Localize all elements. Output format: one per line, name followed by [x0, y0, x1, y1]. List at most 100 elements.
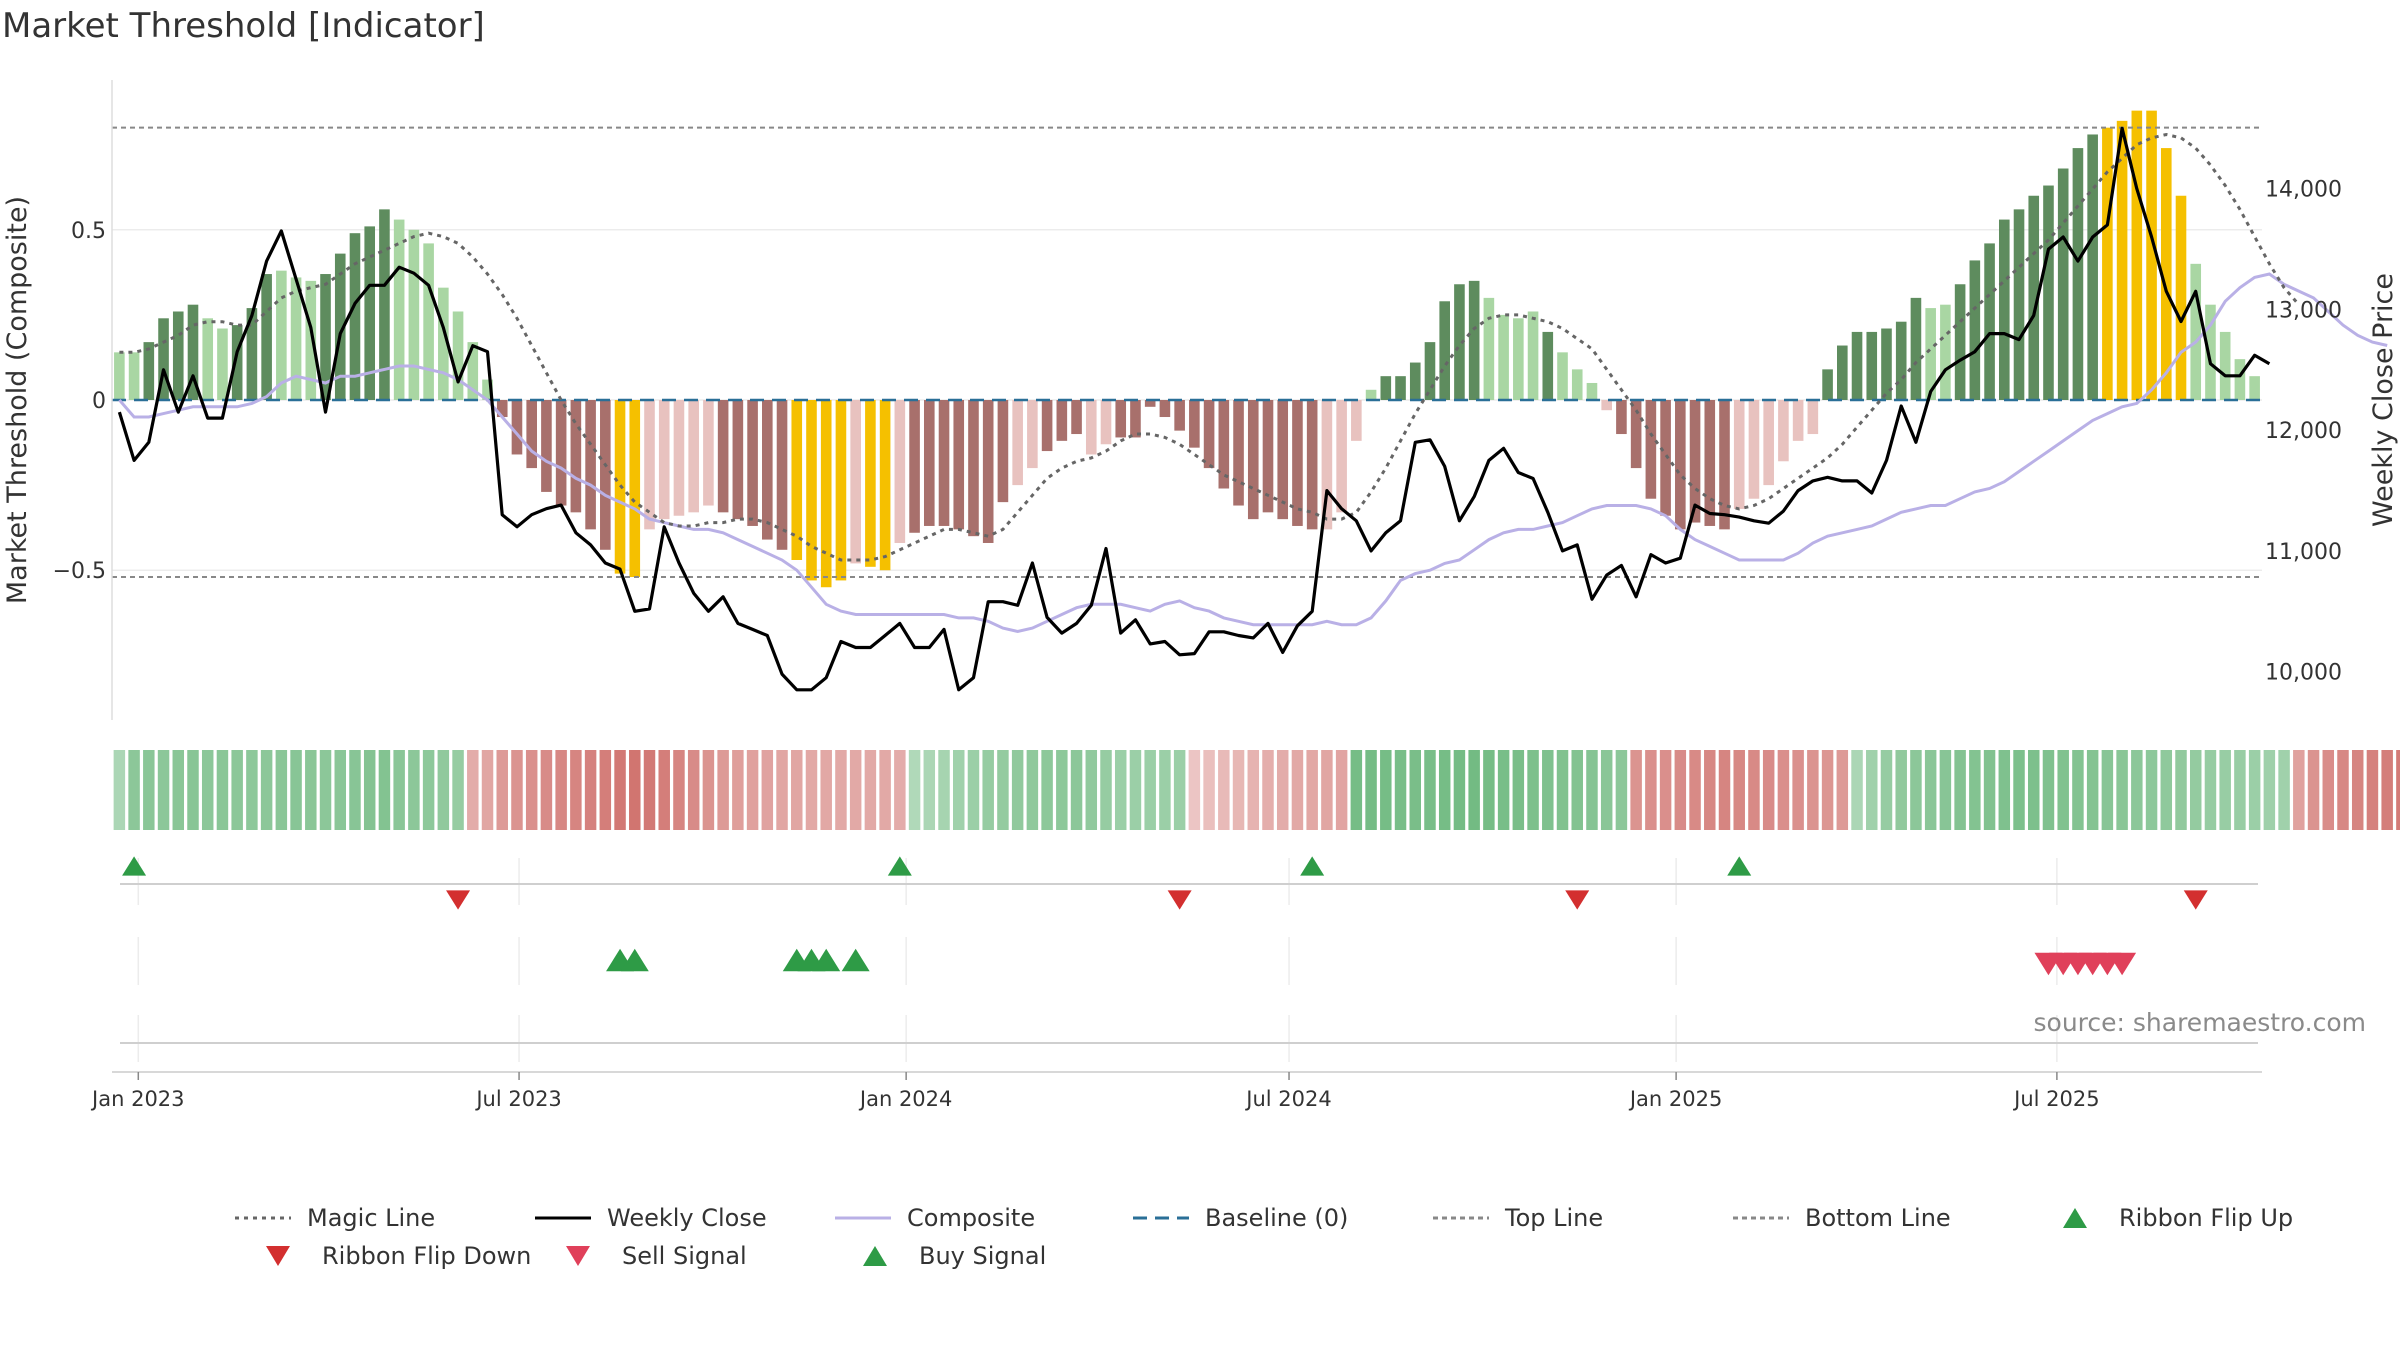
histogram-bar	[1660, 400, 1671, 516]
histogram-bar	[1233, 400, 1244, 506]
histogram-bar	[408, 229, 420, 400]
ribbon-cell	[216, 750, 229, 830]
ribbon-cell	[717, 750, 729, 830]
legend-swatch-buy-signal	[863, 1246, 887, 1266]
ribbon-cell	[437, 750, 450, 830]
ribbon-flip-down-marker	[1167, 890, 1192, 910]
histogram-bar	[762, 400, 773, 540]
histogram-bar	[2013, 209, 2025, 400]
legend-label-ribbon-flip-down: Ribbon Flip Down	[322, 1242, 531, 1270]
ribbon-cell	[393, 750, 405, 830]
ribbon-cell	[363, 750, 376, 830]
ribbon-cell	[1939, 750, 1952, 830]
histogram-bar	[1792, 400, 1804, 441]
right-tick-label: 11,000	[2265, 540, 2342, 565]
histogram-bar	[1689, 400, 1701, 523]
histogram-bar	[1365, 389, 1377, 400]
magic-line	[119, 132, 2300, 562]
signal-markers	[122, 856, 2208, 976]
histogram-bar	[1513, 318, 1524, 400]
ribbon-cell	[1851, 750, 1863, 830]
histogram-bar	[1748, 400, 1760, 499]
ribbon-cell	[894, 750, 906, 830]
left-axis-label: Market Threshold (Composite)	[2, 196, 33, 604]
ribbon-cell	[1777, 750, 1790, 830]
ribbon-cell	[776, 750, 788, 830]
ribbon-strip	[113, 750, 2400, 830]
histogram-bar	[526, 400, 537, 469]
ribbon-cell	[2028, 750, 2040, 830]
histogram-bar	[2072, 148, 2084, 400]
histogram-bars	[114, 110, 2260, 588]
histogram-bar	[629, 400, 641, 578]
histogram-bar	[1203, 400, 1215, 469]
ribbon-cell	[1291, 750, 1304, 830]
histogram-bar	[1174, 400, 1185, 431]
histogram-bar	[673, 400, 685, 516]
histogram-bar	[1100, 400, 1112, 445]
ribbon-cell	[452, 750, 464, 830]
ribbon-cell	[1365, 750, 1377, 830]
sell-signal-marker	[2108, 952, 2137, 976]
x-tick-label: Jan 2025	[1628, 1087, 1723, 1111]
histogram-bar	[1807, 400, 1819, 435]
ribbon-cell	[1689, 750, 1701, 830]
ribbon-cell	[1969, 750, 1981, 830]
legend-label-buy-signal: Buy Signal	[919, 1242, 1046, 1270]
right-tick-label: 12,000	[2265, 419, 2342, 444]
histogram-bar	[1719, 400, 1730, 530]
ribbon-cell	[1615, 750, 1628, 830]
histogram-bar	[1498, 314, 1509, 400]
legend-swatch-sell-signal	[566, 1246, 590, 1266]
histogram-bar	[202, 318, 214, 400]
ribbon-cell	[2248, 750, 2261, 830]
histogram-bar	[2205, 304, 2216, 400]
histogram-bar	[187, 304, 199, 400]
ribbon-cell	[1954, 750, 1966, 830]
ribbon-cell	[732, 750, 744, 830]
histogram-bar	[1056, 400, 1068, 441]
histogram-bar	[717, 400, 729, 513]
ribbon-cell	[1659, 750, 1672, 830]
histogram-bar	[1306, 400, 1318, 530]
ribbon-cell	[805, 750, 818, 830]
ribbon-flip-up-marker	[1727, 856, 1752, 876]
ribbon-cell	[2351, 750, 2364, 830]
ribbon-cell	[1306, 750, 1318, 830]
ribbon-cell	[1880, 750, 1893, 830]
histogram-bar	[114, 352, 125, 400]
histogram-bar	[246, 308, 258, 400]
ribbon-cell	[1998, 750, 2011, 830]
histogram-bar	[393, 219, 405, 400]
ribbon-cell	[1704, 750, 1716, 830]
ribbon-cell	[1468, 750, 1480, 830]
histogram-bar	[703, 400, 714, 506]
ribbon-cell	[496, 750, 508, 830]
histogram-bar	[1468, 280, 1480, 400]
histogram-bar	[172, 311, 184, 400]
ribbon-cell	[1983, 750, 1996, 830]
histogram-bar	[1527, 311, 1539, 400]
ribbon-cell	[1085, 750, 1098, 830]
ribbon-cell	[1321, 750, 1333, 830]
ribbon-cell	[1276, 750, 1289, 830]
ribbon-cell	[1556, 750, 1569, 830]
ribbon-cell	[1895, 750, 1907, 830]
ribbon-cell	[643, 750, 656, 830]
ribbon-flip-down-marker	[1565, 890, 1590, 910]
ribbon-cell	[1335, 750, 1348, 830]
histogram-bar	[938, 400, 950, 526]
histogram-bar	[1085, 400, 1097, 455]
ribbon-cell	[673, 750, 685, 830]
ribbon-cell	[128, 750, 140, 830]
legend-swatch-ribbon-flip-up	[2063, 1208, 2087, 1228]
ribbon-cell	[555, 750, 567, 830]
legend: Magic Line Weekly Close Composite Baseline …	[235, 1204, 2293, 1270]
histogram-bar	[1822, 369, 1833, 400]
histogram-bar	[128, 352, 140, 400]
ribbon-cell	[1512, 750, 1525, 830]
histogram-bar	[2102, 127, 2113, 400]
chart-title: Market Threshold [Indicator]	[2, 6, 485, 46]
ribbon-cell	[2116, 750, 2128, 830]
histogram-bar	[879, 400, 891, 571]
